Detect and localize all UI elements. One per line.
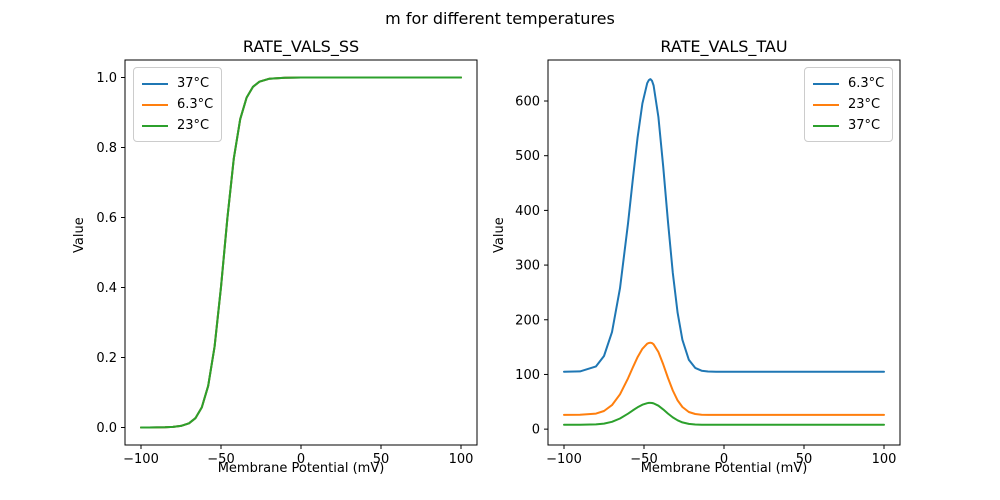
legend-label: 37°C	[177, 76, 210, 91]
tau-y-axis-label: Value	[492, 217, 507, 253]
legend-item: 6.3°C	[813, 73, 884, 94]
legend-line-swatch	[142, 103, 168, 106]
legend-item: 37°C	[813, 115, 884, 136]
y-tick-label: 0	[532, 423, 540, 438]
x-tick-label: 0	[297, 452, 305, 467]
x-tick-label: 0	[720, 452, 728, 467]
curve-23°C	[140, 76, 462, 429]
y-tick-label: 0.2	[96, 351, 117, 366]
x-tick-label: −50	[207, 452, 234, 467]
tau-legend: 6.3°C 23°C 37°C	[804, 67, 894, 142]
legend-item: 23°C	[813, 94, 884, 115]
legend-label: 37°C	[848, 118, 881, 133]
subplot-tau-title: RATE_VALS_TAU	[660, 37, 788, 56]
legend-line-swatch	[813, 103, 839, 106]
y-tick-label: 1.0	[96, 71, 117, 86]
figure-title: m for different temperatures	[385, 9, 615, 28]
x-tick-label: −100	[546, 452, 582, 467]
legend-item: 6.3°C	[142, 94, 213, 115]
tau-x-axis-label: Membrane Potential (mV)	[640, 461, 808, 476]
x-tick-label: 100	[872, 452, 897, 467]
axes-frame	[124, 59, 478, 446]
ss-y-axis-label: Value	[72, 217, 87, 253]
legend-line-swatch	[142, 82, 168, 85]
y-tick-label: 500	[515, 149, 540, 164]
subplot-ss-title: RATE_VALS_SS	[242, 37, 360, 56]
legend-label: 23°C	[177, 118, 210, 133]
legend-label: 6.3°C	[177, 97, 214, 112]
y-tick-label: 100	[515, 368, 540, 383]
legend-line-swatch	[813, 124, 839, 127]
x-tick-label: −50	[630, 452, 657, 467]
legend-item: 23°C	[142, 115, 213, 136]
curve-37°C	[563, 401, 885, 426]
axes-frame	[547, 59, 901, 446]
y-tick-label: 600	[515, 95, 540, 110]
x-tick-label: 50	[373, 452, 390, 467]
legend-item: 37°C	[142, 73, 213, 94]
x-tick-label: 100	[449, 452, 474, 467]
y-tick-label: 300	[515, 259, 540, 274]
curve-6.3°C	[563, 78, 885, 373]
y-tick-label: 0.8	[96, 141, 117, 156]
legend-line-swatch	[813, 82, 839, 85]
legend-line-swatch	[142, 124, 168, 127]
curve-23°C	[563, 341, 885, 416]
ss-x-axis-label: Membrane Potential (mV)	[217, 461, 385, 476]
legend-label: 23°C	[848, 97, 881, 112]
legend-label: 6.3°C	[848, 76, 885, 91]
y-tick-label: 400	[515, 204, 540, 219]
y-tick-label: 0.4	[96, 281, 117, 296]
y-tick-label: 0.0	[96, 421, 117, 436]
x-tick-label: 50	[796, 452, 813, 467]
y-tick-label: 200	[515, 313, 540, 328]
y-tick-label: 0.6	[96, 211, 117, 226]
x-tick-label: −100	[123, 452, 159, 467]
ss-legend: 37°C 6.3°C 23°C	[133, 67, 223, 142]
